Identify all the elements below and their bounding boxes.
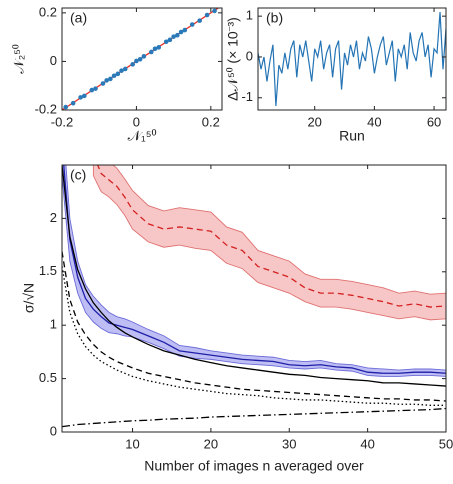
data-point (152, 46, 158, 52)
series-line (62, 251, 446, 402)
series-line (62, 407, 446, 428)
x-tick-label: 0.2 (202, 114, 220, 129)
x-axis-label: Number of images n averaged over (144, 458, 364, 474)
series-line (62, 165, 446, 387)
data-point (149, 49, 154, 55)
x-tick-label: 0 (133, 114, 140, 129)
data-point (167, 37, 173, 43)
x-axis-label: 𝒩₁⁵⁰ (128, 128, 157, 144)
data-point (119, 68, 124, 73)
x-tick-label: 20 (204, 436, 218, 451)
y-axis-label: σ/√N (21, 283, 37, 313)
data-point (70, 100, 76, 106)
series-line (62, 266, 446, 406)
y-tick-label: 2 (50, 210, 57, 225)
data-point (137, 56, 143, 62)
data-point (63, 104, 69, 110)
y-axis-label: 𝒩₂⁵⁰ (11, 44, 27, 74)
confidence-band (62, 165, 446, 377)
data-point (93, 86, 98, 91)
y-tick-label: 1 (50, 317, 57, 332)
data-point (141, 54, 147, 59)
y-tick-label: 1 (246, 8, 253, 23)
data-point (204, 12, 210, 18)
data-point (115, 71, 121, 77)
data-point (171, 34, 176, 39)
data-point (178, 29, 184, 35)
data-point (212, 8, 217, 14)
data-point (78, 95, 83, 100)
y-tick-label: 1.5 (39, 263, 57, 278)
confidence-band (92, 165, 446, 321)
data-point (82, 93, 87, 99)
plot-area (62, 165, 446, 428)
data-point (197, 18, 202, 23)
x-tick-label: 60 (427, 114, 441, 129)
panel-label: (b) (266, 10, 283, 26)
x-tick-label: 10 (125, 436, 139, 451)
data-point (89, 87, 95, 93)
data-point (130, 62, 135, 67)
y-tick-label: 0.5 (39, 370, 57, 385)
data-point (100, 81, 106, 86)
y-tick-label: -1 (241, 89, 253, 104)
data-point (189, 22, 195, 27)
data-point (134, 58, 139, 64)
x-tick-label: 40 (367, 114, 381, 129)
plot-area (62, 8, 220, 110)
x-tick-label: 50 (439, 436, 453, 451)
y-tick-label: -0.2 (35, 101, 57, 116)
panel-label: (c) (70, 167, 86, 183)
data-point (175, 32, 180, 38)
x-tick-label: 20 (307, 114, 321, 129)
plot-area (258, 12, 446, 106)
y-tick-label: 0 (50, 423, 57, 438)
x-tick-label: 40 (360, 436, 374, 451)
data-point (111, 73, 117, 79)
data-point (122, 66, 128, 72)
data-point (156, 45, 162, 50)
data-point (108, 76, 113, 82)
y-tick-label: 0.2 (39, 4, 57, 19)
x-tick-label: -0.2 (51, 114, 73, 129)
data-point (182, 27, 188, 33)
y-tick-label: 0 (50, 53, 57, 68)
y-axis-label: Δ𝒩⁵⁰ (× 10⁻³) (225, 17, 241, 101)
series-line (63, 165, 446, 374)
x-axis-label: Run (339, 128, 365, 144)
x-tick-label: 30 (282, 436, 296, 451)
panel-label: (a) (70, 10, 87, 26)
axes-frame (61, 164, 447, 433)
y-tick-label: 0 (246, 48, 253, 63)
data-point (104, 78, 109, 83)
series-line (96, 165, 446, 308)
series-line (62, 8, 220, 110)
axes-frame (61, 7, 223, 111)
axes-frame (257, 7, 447, 111)
series-line (258, 12, 446, 106)
data-point (163, 39, 169, 45)
